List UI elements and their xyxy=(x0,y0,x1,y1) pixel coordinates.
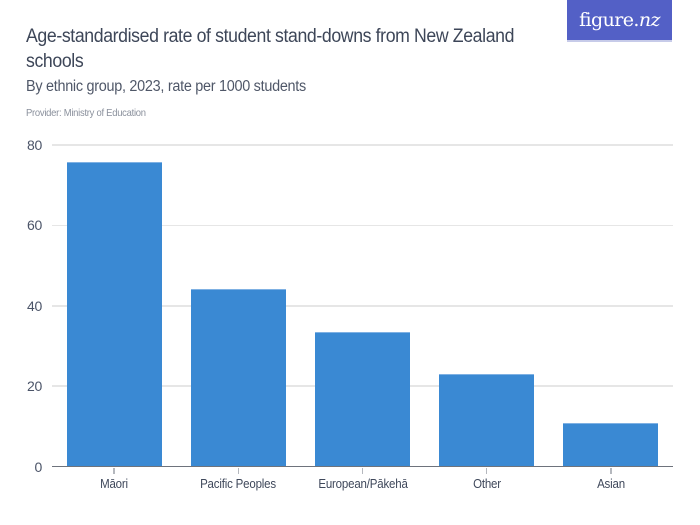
y-tick-label: 80 xyxy=(27,137,42,153)
x-tick-label: Māori xyxy=(100,477,129,491)
gridline xyxy=(52,224,673,227)
x-tick-mark xyxy=(113,467,115,474)
x-tick-mark xyxy=(485,467,488,474)
chart-title: Age-standardised rate of student stand-d… xyxy=(26,26,515,72)
x-tick-label: European/Pākehā xyxy=(317,477,408,491)
x-tick-mark xyxy=(610,467,612,474)
gridline xyxy=(52,144,673,146)
bar[interactable] xyxy=(190,289,286,467)
x-tick-label: Pacific Peoples xyxy=(200,477,277,491)
x-tick-label: Asian xyxy=(596,477,625,491)
x-tick-mark xyxy=(361,467,364,474)
gridline xyxy=(52,305,673,307)
x-axis-line xyxy=(52,465,673,468)
chart-subtitle: By ethnic group, 2023, rate per 1000 stu… xyxy=(26,78,306,95)
bar[interactable] xyxy=(439,373,535,467)
bar[interactable] xyxy=(315,332,410,467)
y-tick-label: 40 xyxy=(27,297,42,314)
bar[interactable] xyxy=(66,162,162,467)
y-tick-label: 20 xyxy=(27,378,42,395)
logo-text: figure.nz xyxy=(579,9,660,31)
x-tick-label: Other xyxy=(472,477,501,491)
x-tick-mark xyxy=(237,467,240,474)
y-tick-label: 60 xyxy=(27,217,42,234)
logo-text-main: figure. xyxy=(579,9,639,31)
figure-nz-logo[interactable]: figure.nz xyxy=(567,0,672,42)
y-tick-label: 0 xyxy=(34,458,43,475)
data-provider: Provider: Ministry of Education xyxy=(26,107,146,119)
logo-text-italic: nz xyxy=(638,9,661,31)
bar[interactable] xyxy=(563,423,659,467)
